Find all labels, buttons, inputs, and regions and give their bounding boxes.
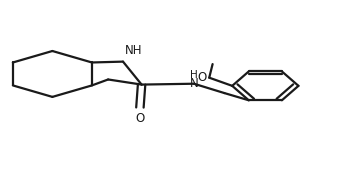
Text: H: H (190, 70, 198, 80)
Text: O: O (135, 112, 145, 125)
Text: O: O (197, 71, 207, 84)
Text: N: N (190, 77, 198, 90)
Text: NH: NH (125, 44, 142, 57)
